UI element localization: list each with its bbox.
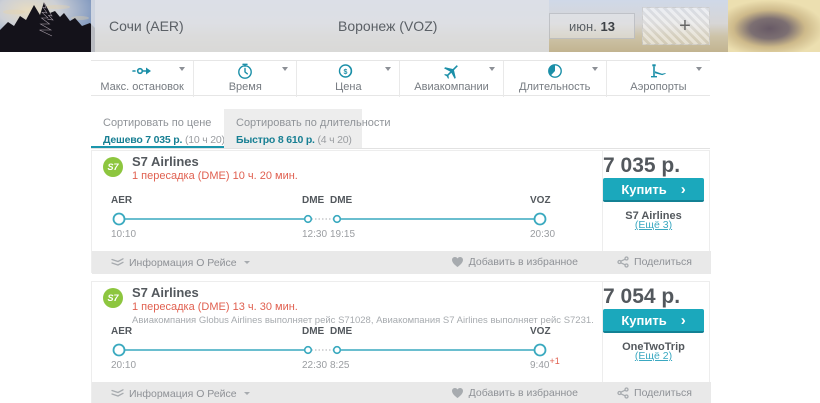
svg-text:$: $ xyxy=(344,69,348,76)
